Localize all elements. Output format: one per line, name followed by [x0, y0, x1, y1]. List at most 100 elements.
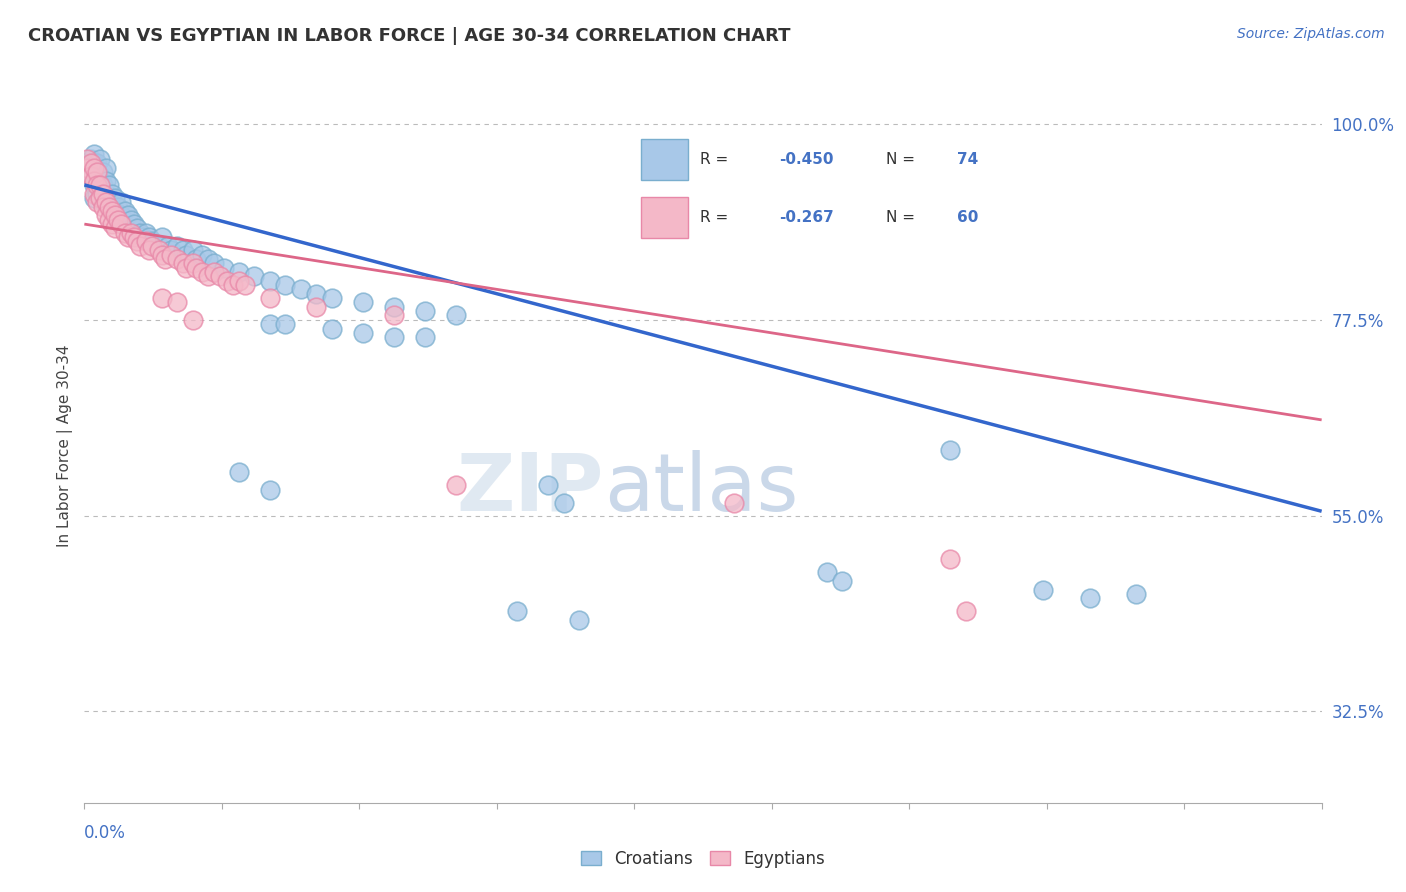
- Point: [228, 465, 250, 479]
- Point: [114, 226, 136, 240]
- Point: [89, 152, 111, 166]
- Point: [94, 208, 117, 222]
- Point: [444, 478, 467, 492]
- Point: [107, 200, 129, 214]
- Point: [98, 178, 121, 192]
- Point: [172, 243, 194, 257]
- Point: [86, 165, 108, 179]
- Point: [1078, 591, 1101, 606]
- Point: [98, 200, 121, 214]
- Point: [117, 230, 139, 244]
- Point: [125, 221, 148, 235]
- Point: [274, 278, 297, 293]
- Point: [110, 208, 132, 222]
- Point: [83, 191, 105, 205]
- Point: [413, 304, 436, 318]
- Point: [321, 321, 343, 335]
- Point: [181, 256, 204, 270]
- Point: [228, 265, 250, 279]
- Point: [83, 156, 105, 170]
- Point: [76, 152, 98, 166]
- Text: Source: ZipAtlas.com: Source: ZipAtlas.com: [1237, 27, 1385, 41]
- Point: [202, 265, 225, 279]
- Y-axis label: In Labor Force | Age 30-34: In Labor Force | Age 30-34: [58, 344, 73, 548]
- Point: [444, 309, 467, 323]
- Point: [150, 291, 173, 305]
- Legend: Croatians, Egyptians: Croatians, Egyptians: [575, 844, 831, 875]
- Point: [191, 265, 214, 279]
- Point: [382, 309, 405, 323]
- Point: [166, 239, 188, 253]
- Point: [506, 604, 529, 618]
- Point: [89, 191, 111, 205]
- Point: [172, 256, 194, 270]
- Point: [197, 269, 219, 284]
- Point: [197, 252, 219, 266]
- Point: [274, 317, 297, 331]
- Point: [110, 195, 132, 210]
- Point: [568, 613, 591, 627]
- Point: [215, 274, 238, 288]
- Point: [114, 204, 136, 219]
- Point: [1032, 582, 1054, 597]
- Point: [153, 252, 176, 266]
- Point: [98, 212, 121, 227]
- Point: [79, 156, 101, 170]
- Point: [209, 269, 232, 284]
- Point: [202, 256, 225, 270]
- Point: [553, 495, 575, 509]
- Point: [86, 195, 108, 210]
- Point: [79, 169, 101, 184]
- Point: [76, 165, 98, 179]
- Point: [79, 156, 101, 170]
- Point: [122, 217, 145, 231]
- Point: [184, 260, 207, 275]
- Point: [148, 239, 170, 253]
- Point: [831, 574, 853, 588]
- Point: [156, 239, 179, 253]
- Point: [89, 178, 111, 192]
- Point: [138, 243, 160, 257]
- Point: [83, 173, 105, 187]
- Point: [150, 230, 173, 244]
- Point: [135, 226, 157, 240]
- Point: [184, 252, 207, 266]
- Point: [79, 152, 101, 166]
- Point: [94, 195, 117, 210]
- Point: [135, 235, 157, 249]
- Point: [120, 226, 142, 240]
- Point: [86, 178, 108, 192]
- Point: [125, 235, 148, 249]
- Point: [305, 300, 328, 314]
- Point: [104, 191, 127, 205]
- Text: CROATIAN VS EGYPTIAN IN LABOR FORCE | AGE 30-34 CORRELATION CHART: CROATIAN VS EGYPTIAN IN LABOR FORCE | AG…: [28, 27, 790, 45]
- Point: [86, 186, 108, 201]
- Point: [94, 161, 117, 175]
- Point: [91, 186, 114, 201]
- Point: [86, 156, 108, 170]
- Point: [83, 147, 105, 161]
- Point: [352, 295, 374, 310]
- Point: [129, 226, 152, 240]
- Point: [166, 252, 188, 266]
- Point: [120, 212, 142, 227]
- Point: [537, 478, 560, 492]
- Point: [160, 247, 183, 261]
- Point: [290, 282, 312, 296]
- Point: [939, 443, 962, 458]
- Point: [117, 208, 139, 222]
- Point: [222, 278, 245, 293]
- Point: [101, 186, 124, 201]
- Point: [138, 230, 160, 244]
- Point: [382, 330, 405, 344]
- Point: [91, 200, 114, 214]
- Point: [104, 204, 127, 219]
- Point: [305, 286, 328, 301]
- Point: [413, 330, 436, 344]
- Text: 0.0%: 0.0%: [84, 824, 127, 842]
- Point: [107, 212, 129, 227]
- Point: [166, 295, 188, 310]
- Point: [79, 169, 101, 184]
- Point: [83, 178, 105, 192]
- Point: [91, 195, 114, 210]
